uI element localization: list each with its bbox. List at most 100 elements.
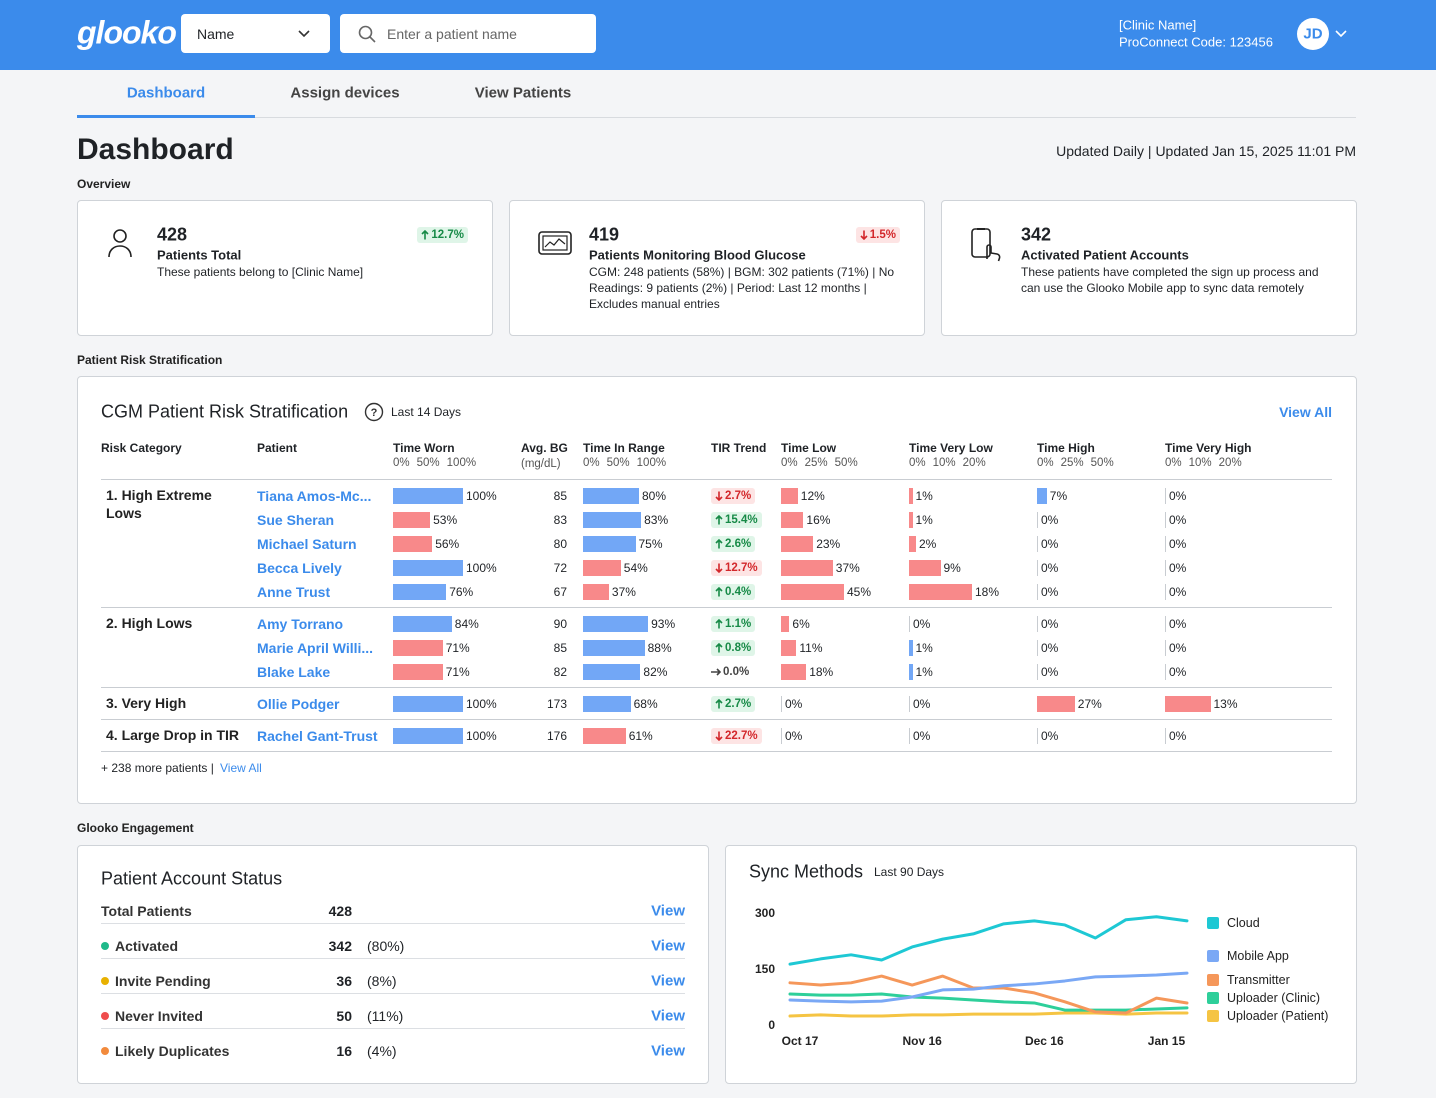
view-all-link[interactable]: View All xyxy=(1279,404,1332,420)
bar-label: 80% xyxy=(642,489,667,503)
trend-arrow xyxy=(715,563,723,573)
risk-category: 2. High Lows xyxy=(106,615,193,631)
avatar[interactable]: JD xyxy=(1297,18,1329,50)
arrow-path xyxy=(715,699,723,709)
bar-label: 0% xyxy=(1169,617,1187,631)
bar-label: 0% xyxy=(1169,489,1187,503)
avg-bg: 83 xyxy=(553,513,567,527)
view-link[interactable]: View xyxy=(651,972,685,990)
status-dot xyxy=(101,977,109,985)
patient-link[interactable]: Anne Trust xyxy=(257,584,331,600)
bar xyxy=(909,584,972,600)
bar-label: 0% xyxy=(1169,665,1187,679)
bar-label: 0% xyxy=(1169,513,1187,527)
arrow-path xyxy=(715,731,723,741)
column-header: Time Very Low xyxy=(909,441,993,455)
bar xyxy=(781,536,814,552)
bar-label: 2% xyxy=(919,537,937,551)
bar-label: 0% xyxy=(913,617,931,631)
bar-label: 100% xyxy=(466,697,497,711)
column-header: TIR Trend xyxy=(711,441,767,455)
trend-pill: 0.4% xyxy=(711,584,756,600)
patient-link[interactable]: Tiana Amos-Mc... xyxy=(257,488,372,504)
tab[interactable]: Dashboard xyxy=(126,84,206,102)
trend-arrow xyxy=(715,491,723,501)
bar xyxy=(909,560,941,576)
updated-text: Updated Daily | Updated Jan 15, 2025 11:… xyxy=(1056,143,1356,159)
bar xyxy=(1037,536,1038,552)
bar xyxy=(909,488,913,504)
bar xyxy=(1037,560,1038,576)
avg-bg: 82 xyxy=(553,665,567,679)
help-icon[interactable]: ? xyxy=(364,402,384,422)
column-header: Time In Range xyxy=(583,441,665,455)
bar xyxy=(583,560,621,576)
bar-label: 75% xyxy=(638,537,663,551)
patient-link[interactable]: Ollie Podger xyxy=(257,696,340,712)
top-bar: glooko Name Enter a patient name [Clinic… xyxy=(0,0,1436,70)
status-label: Activated xyxy=(115,938,179,954)
bar-label: 1% xyxy=(915,489,933,503)
column-scale: 0% 25% 50% xyxy=(781,457,858,469)
patient-link[interactable]: Becca Lively xyxy=(257,560,342,576)
bar xyxy=(1165,616,1166,632)
bar-label: 76% xyxy=(449,585,474,599)
column-scale: 0% 50% 100% xyxy=(583,457,666,469)
row-divider xyxy=(101,687,1332,688)
view-link[interactable]: View xyxy=(651,937,685,955)
bar xyxy=(909,512,913,528)
risk-period: Last 14 Days xyxy=(391,405,462,419)
bar-label: 0% xyxy=(1169,537,1187,551)
bar xyxy=(909,696,910,712)
view-link[interactable]: View xyxy=(651,1007,685,1025)
more-view-all[interactable]: View All xyxy=(220,761,262,775)
bar xyxy=(393,696,463,712)
status-label: Likely Duplicates xyxy=(115,1043,230,1059)
search-box[interactable]: Enter a patient name xyxy=(340,14,596,53)
bar-label: 0% xyxy=(1169,561,1187,575)
bar-label: 100% xyxy=(466,561,497,575)
bar xyxy=(393,488,463,504)
trend-pill: 2.7% xyxy=(711,696,756,712)
bar xyxy=(393,512,431,528)
svg-text:?: ? xyxy=(371,407,378,419)
bar xyxy=(393,536,433,552)
bar-label: 56% xyxy=(435,537,460,551)
avatar-chevron[interactable] xyxy=(1335,30,1347,38)
sync-title: Sync Methods xyxy=(749,861,864,882)
bar-label: 83% xyxy=(644,513,669,527)
status-dot xyxy=(101,1012,109,1020)
scale-label: 0% xyxy=(781,457,798,469)
status-divider xyxy=(101,923,685,924)
view-link[interactable]: View xyxy=(651,1042,685,1060)
bar-label: 1% xyxy=(915,513,933,527)
patient-link[interactable]: Sue Sheran xyxy=(257,512,335,528)
row-divider xyxy=(101,719,1332,720)
name-select[interactable]: Name xyxy=(181,14,330,53)
bar-label: 1% xyxy=(915,665,933,679)
column-scale: 0% 10% 20% xyxy=(909,457,986,469)
scale-label: 100% xyxy=(636,457,667,469)
patient-link[interactable]: Marie April Willi... xyxy=(257,640,374,656)
bar-label: 0% xyxy=(1169,641,1187,655)
risk-title: CGM Patient Risk Stratification xyxy=(101,401,349,422)
trend-arrow xyxy=(715,699,723,709)
trend-pill: 0.8% xyxy=(711,640,756,656)
status-count: 342 xyxy=(328,938,352,954)
column-scale: 0% 50% 100% xyxy=(393,457,476,469)
patient-link[interactable]: Amy Torrano xyxy=(257,616,344,632)
patient-link[interactable]: Michael Saturn xyxy=(257,536,357,552)
bar-label: 93% xyxy=(651,617,676,631)
card-description: These patients belong to [Clinic Name] xyxy=(157,265,364,279)
arrow-path xyxy=(715,643,723,653)
scale-label: 50% xyxy=(606,457,630,469)
row-divider xyxy=(101,607,1332,608)
status-percent: (11%) xyxy=(367,1008,404,1024)
view-link[interactable]: View xyxy=(651,902,685,920)
bar xyxy=(909,728,910,744)
patient-link[interactable]: Blake Lake xyxy=(257,664,331,680)
patient-link[interactable]: Rachel Gant-Trust xyxy=(257,728,378,744)
tab[interactable]: Assign devices xyxy=(290,84,400,102)
tab[interactable]: View Patients xyxy=(474,84,572,102)
trend-arrow xyxy=(715,539,723,549)
